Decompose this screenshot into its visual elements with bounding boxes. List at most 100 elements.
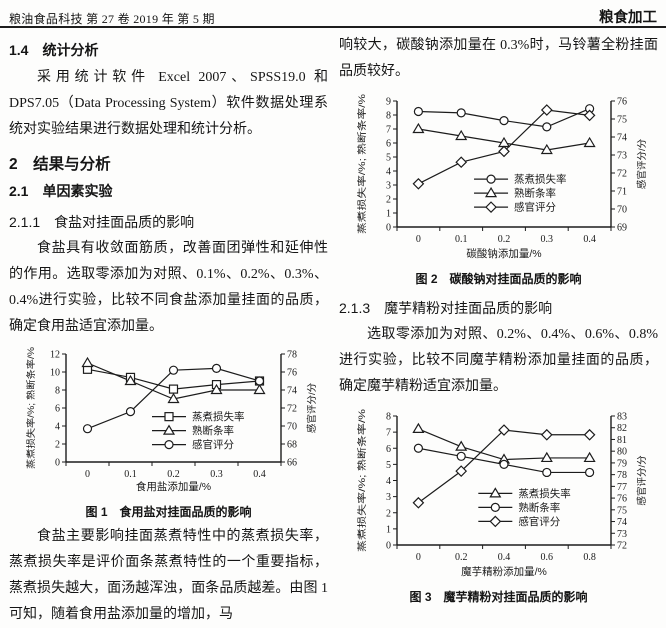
svg-text:熟断条率: 熟断条率: [518, 501, 560, 514]
svg-text:2: 2: [55, 440, 60, 451]
svg-text:78: 78: [287, 350, 297, 361]
figure-1-caption: 图 1 食用盐对挂面品质的影响: [85, 505, 252, 519]
figure-3-caption: 图 3 魔芋精粉对挂面品质的影响: [409, 590, 588, 604]
section-running-head: 粮食加工: [599, 10, 657, 26]
section-2-1-1-title: 2.1.1 食盐对挂面品质的影响: [9, 214, 195, 230]
svg-text:70: 70: [617, 205, 627, 216]
section-2-1-title: 2.1 单因素实验: [9, 183, 113, 199]
svg-text:73: 73: [617, 151, 627, 162]
svg-text:1: 1: [386, 524, 391, 535]
section-2-title: 2 结果与分析: [9, 156, 111, 173]
paragraph-statistics: 采用统计软件 Excel 2007、SPSS19.0 和 DPS7.05（Dat…: [9, 70, 328, 137]
svg-text:76: 76: [617, 97, 627, 108]
svg-text:2: 2: [386, 195, 391, 206]
paragraph-soda-conclusion: 响较大，碳酸钠添加量在 0.3%时，马铃薯全粉挂面品质较好。: [339, 38, 658, 79]
svg-text:78: 78: [617, 470, 627, 481]
svg-text:0.4: 0.4: [497, 552, 510, 563]
svg-text:蒸煮损失率/%; 熟断条率/%: 蒸煮损失率/%; 熟断条率/%: [356, 94, 367, 234]
svg-text:69: 69: [617, 223, 627, 234]
svg-text:76: 76: [287, 368, 297, 379]
figure-1: 0 2 4 6 8 10 12 66 68 70 72 74 76 78 0 0.1 0.2 0.3 0.4 蒸煮损失…: [9, 347, 328, 520]
svg-text:感官评分/分: 感官评分/分: [306, 382, 318, 433]
svg-text:0.2: 0.2: [497, 234, 510, 245]
svg-text:74: 74: [617, 517, 627, 528]
svg-text:4: 4: [386, 476, 391, 487]
svg-text:76: 76: [617, 494, 627, 505]
svg-text:81: 81: [617, 435, 627, 446]
svg-text:2: 2: [386, 508, 391, 519]
figure-2-line-chart: 0 1 2 3 4 5 6 7 8 9 69 70 71 72 73 74 75 76 0 0.1 0.2 0.3 0.4 蒸…: [341, 94, 657, 261]
svg-text:0: 0: [415, 552, 420, 563]
svg-text:8: 8: [55, 386, 60, 397]
svg-text:80: 80: [617, 447, 627, 458]
svg-text:0.1: 0.1: [454, 234, 467, 245]
svg-text:0: 0: [55, 458, 60, 469]
svg-text:碳酸钠添加量/%: 碳酸钠添加量/%: [466, 247, 541, 260]
svg-text:6: 6: [386, 139, 391, 150]
svg-text:感官评分: 感官评分: [518, 515, 560, 528]
svg-text:0.8: 0.8: [583, 552, 596, 563]
svg-text:7: 7: [386, 428, 391, 439]
svg-text:75: 75: [617, 505, 627, 516]
svg-text:0: 0: [386, 541, 391, 552]
svg-text:6: 6: [386, 444, 391, 455]
svg-text:0.3: 0.3: [540, 234, 553, 245]
svg-text:0.4: 0.4: [583, 234, 596, 245]
svg-text:7: 7: [386, 125, 391, 136]
figure-3: 0 1 2 3 4 5 6 7 8 72 73 74 75 76 77 78 79 80 81 82 83 0 0.2 0.4…: [339, 409, 658, 605]
svg-text:感官评分: 感官评分: [192, 438, 234, 451]
paragraph-salt-intro: 食盐具有收敛面筋质，改善面团弹性和延伸性的作用。选取零添加为对照、0.1%、0.…: [9, 241, 328, 334]
svg-text:1: 1: [386, 209, 391, 220]
svg-text:熟断条率: 熟断条率: [514, 187, 556, 200]
header-divider: [0, 26, 666, 28]
svg-text:79: 79: [617, 458, 627, 469]
svg-text:72: 72: [287, 404, 297, 415]
svg-text:食用盐添加量/%: 食用盐添加量/%: [136, 480, 211, 493]
svg-text:0.3: 0.3: [210, 469, 223, 480]
svg-text:蒸煮损失率: 蒸煮损失率: [518, 487, 571, 500]
svg-text:魔芋精粉添加量/%: 魔芋精粉添加量/%: [461, 565, 547, 578]
section-1-4-title: 1.4 统计分析: [9, 42, 99, 58]
left-column: 1.4 统计分析 采用统计软件 Excel 2007、SPSS19.0 和 DP…: [9, 33, 328, 628]
svg-text:蒸煮损失率: 蒸煮损失率: [514, 173, 567, 186]
svg-text:83: 83: [617, 412, 627, 423]
svg-text:68: 68: [287, 440, 297, 451]
svg-text:感官评分: 感官评分: [514, 201, 556, 214]
svg-text:0: 0: [386, 223, 391, 234]
svg-text:70: 70: [287, 422, 297, 433]
svg-text:71: 71: [617, 187, 627, 198]
svg-text:3: 3: [386, 492, 391, 503]
svg-text:73: 73: [617, 529, 627, 540]
svg-text:5: 5: [386, 460, 391, 471]
svg-text:0.6: 0.6: [540, 552, 553, 563]
svg-text:74: 74: [617, 133, 627, 144]
section-2-1-3-title: 2.1.3 魔芋精粉对挂面品质的影响: [339, 300, 553, 316]
svg-text:72: 72: [617, 541, 627, 552]
svg-text:82: 82: [617, 423, 627, 434]
journal-issue-info: 粮油食品科技 第 27 卷 2019 年 第 5 期: [9, 12, 215, 26]
figure-2-caption: 图 2 碳酸钠对挂面品质的影响: [415, 272, 582, 286]
svg-text:熟断条率: 熟断条率: [192, 424, 234, 437]
svg-text:蒸煮损失率: 蒸煮损失率: [192, 410, 245, 423]
svg-text:66: 66: [287, 458, 297, 469]
figure-3-line-chart: 0 1 2 3 4 5 6 7 8 72 73 74 75 76 77 78 79 80 81 82 83 0 0.2 0.4…: [341, 409, 657, 579]
svg-text:5: 5: [386, 153, 391, 164]
paragraph-konjac-intro: 选取零添加为对照、0.2%、0.4%、0.6%、0.8%进行实验，比较不同魔芋精…: [339, 327, 658, 394]
svg-text:8: 8: [386, 111, 391, 122]
svg-text:6: 6: [55, 404, 60, 415]
svg-text:77: 77: [617, 482, 627, 493]
figure-2: 0 1 2 3 4 5 6 7 8 9 69 70 71 72 73 74 75 76 0 0.1 0.2 0.3 0.4 蒸…: [339, 94, 658, 287]
svg-text:0.2: 0.2: [454, 552, 467, 563]
page-header: 粮油食品科技 第 27 卷 2019 年 第 5 期 粮食加工: [9, 6, 657, 27]
svg-text:8: 8: [386, 412, 391, 423]
svg-text:0.4: 0.4: [253, 469, 266, 480]
svg-text:4: 4: [386, 167, 391, 178]
svg-text:感官评分/分: 感官评分/分: [636, 455, 648, 506]
paragraph-salt-discussion: 食盐主要影响挂面蒸煮特性中的蒸煮损失率，蒸煮损失率是评价面条蒸煮特性的一个重要指…: [9, 529, 328, 622]
svg-text:9: 9: [386, 97, 391, 108]
svg-text:3: 3: [386, 181, 391, 192]
